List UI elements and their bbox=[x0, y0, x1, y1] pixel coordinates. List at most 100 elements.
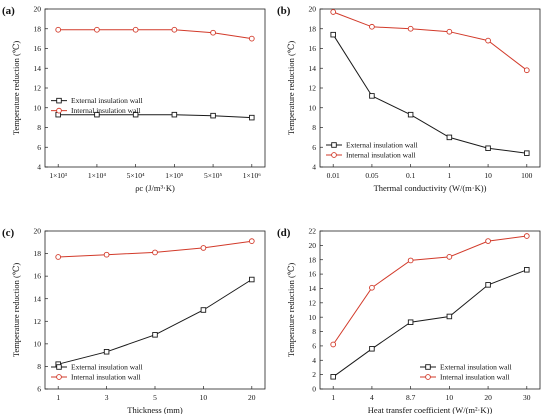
x-tick-label: 1 bbox=[331, 393, 335, 402]
panel-label: (c) bbox=[2, 227, 15, 239]
legend-entry: External insulation wall bbox=[440, 363, 512, 372]
legend-entry: Internal insulation wall bbox=[440, 373, 510, 382]
data-point-internal bbox=[330, 341, 337, 348]
data-point-external bbox=[103, 349, 110, 355]
data-point-external bbox=[171, 111, 178, 118]
y-axis-label: Temperature reduction (℃) bbox=[11, 41, 21, 136]
data-point-internal bbox=[446, 254, 453, 260]
series-line-internal bbox=[333, 11, 528, 71]
x-tick-label: 1 bbox=[447, 171, 451, 180]
x-tick-label: 1×10⁶ bbox=[243, 171, 261, 180]
x-tick-label: 1×10³ bbox=[49, 171, 67, 180]
x-tick-label: 3 bbox=[105, 393, 109, 402]
y-tick-label: 10 bbox=[34, 339, 42, 348]
data-point-internal bbox=[94, 26, 100, 33]
data-point-external bbox=[94, 111, 100, 118]
x-tick-label: 20 bbox=[248, 393, 256, 402]
legend-entry: External insulation wall bbox=[71, 96, 143, 105]
data-point-internal bbox=[369, 284, 375, 291]
y-axis-label: Temperature reduction (℃) bbox=[11, 263, 21, 358]
data-point-external bbox=[407, 319, 414, 325]
y-tick-label: 12 bbox=[309, 84, 317, 93]
y-tick-label: 8 bbox=[312, 123, 316, 132]
data-point-external bbox=[485, 145, 491, 151]
x-tick-label: 10 bbox=[484, 171, 492, 180]
series-line-internal bbox=[58, 29, 252, 40]
data-point-external bbox=[524, 150, 530, 156]
y-tick-label: 6 bbox=[37, 385, 41, 394]
y-tick-label: 10 bbox=[309, 313, 317, 322]
legend-entry: External insulation wall bbox=[71, 363, 143, 372]
data-point-internal bbox=[132, 26, 139, 33]
y-axis-label: Temperature reduction (℃) bbox=[286, 263, 296, 358]
legend-entry: Internal insulation wall bbox=[71, 106, 141, 115]
y-tick-label: 4 bbox=[312, 163, 316, 172]
legend-marker-internal bbox=[56, 107, 62, 114]
data-point-internal bbox=[523, 67, 530, 74]
x-axis-label: ρc (J/m³·K) bbox=[135, 183, 175, 193]
legend-marker-internal bbox=[425, 374, 431, 380]
data-point-external bbox=[369, 346, 375, 352]
x-tick-label: 1 bbox=[56, 393, 60, 402]
series-line-internal bbox=[332, 235, 527, 345]
legend-marker-internal bbox=[56, 374, 62, 380]
x-axis-label: Thickness (mm) bbox=[127, 405, 183, 414]
data-point-internal bbox=[210, 29, 216, 36]
series-line-external bbox=[332, 34, 527, 154]
y-tick-label: 14 bbox=[34, 64, 42, 73]
data-point-internal bbox=[523, 233, 530, 239]
y-tick-label: 22 bbox=[309, 227, 317, 236]
chart-panel-3: (c) 6 8 10 12 14 16 18 20 1 3 5 10 20 Thickness (mm) Te… bbox=[2, 227, 266, 414]
series-line-external bbox=[58, 279, 253, 365]
data-point-external bbox=[330, 31, 336, 38]
chart-panel-2: (b) 4 6 8 10 12 14 16 18 20 0.01 0.05 0.1 1 10 100 Therm… bbox=[277, 5, 541, 193]
x-tick-label: 5 bbox=[153, 393, 157, 402]
data-point-external bbox=[210, 112, 216, 119]
data-point-internal bbox=[407, 257, 414, 264]
plot-frame bbox=[319, 230, 541, 390]
y-tick-label: 20 bbox=[34, 5, 42, 14]
x-tick-label: 5×10⁴ bbox=[127, 171, 145, 180]
y-tick-label: 0 bbox=[312, 385, 316, 394]
data-point-internal bbox=[171, 26, 178, 33]
data-point-external bbox=[446, 134, 453, 141]
data-point-external bbox=[524, 267, 530, 273]
data-point-internal bbox=[407, 25, 414, 32]
legend-marker-external bbox=[56, 364, 62, 370]
y-tick-label: 4 bbox=[37, 163, 41, 172]
data-point-external bbox=[407, 111, 414, 118]
x-tick-label: 5×10⁵ bbox=[204, 171, 222, 180]
legend-marker-external bbox=[56, 97, 62, 104]
data-point-external bbox=[200, 307, 207, 313]
x-tick-label: 0.01 bbox=[327, 171, 340, 180]
y-tick-label: 10 bbox=[309, 103, 317, 112]
y-tick-label: 6 bbox=[37, 143, 41, 152]
data-point-internal bbox=[485, 238, 491, 244]
x-tick-label: 4 bbox=[370, 393, 374, 402]
y-axis-label: Temperature reduction (℃) bbox=[286, 41, 296, 136]
data-point-internal bbox=[248, 238, 255, 245]
panel-label: (d) bbox=[277, 227, 291, 239]
y-tick-label: 14 bbox=[34, 294, 42, 303]
y-tick-label: 8 bbox=[37, 362, 41, 371]
y-tick-label: 14 bbox=[309, 64, 317, 73]
data-point-internal bbox=[485, 37, 491, 44]
x-tick-label: 8.7 bbox=[406, 393, 416, 402]
data-point-external bbox=[446, 313, 453, 320]
x-tick-label: 10 bbox=[200, 393, 208, 402]
x-tick-label: 1×10⁵ bbox=[165, 171, 183, 180]
y-tick-label: 12 bbox=[34, 84, 42, 93]
data-point-internal bbox=[330, 9, 337, 15]
legend-marker-external bbox=[425, 364, 431, 370]
data-point-external bbox=[249, 114, 255, 121]
data-point-internal bbox=[446, 28, 453, 35]
y-tick-label: 4 bbox=[312, 356, 316, 365]
y-tick-label: 16 bbox=[34, 44, 42, 53]
y-tick-label: 16 bbox=[309, 270, 317, 279]
y-tick-label: 14 bbox=[309, 284, 317, 293]
chart-panel-1: (a) 4 6 8 10 12 14 16 18 20 1×10³ 1×10⁴ 5×10⁴ 1×10⁵ 5×… bbox=[2, 5, 266, 193]
y-tick-label: 2 bbox=[312, 370, 316, 379]
legend-entry: External insulation wall bbox=[346, 141, 418, 150]
